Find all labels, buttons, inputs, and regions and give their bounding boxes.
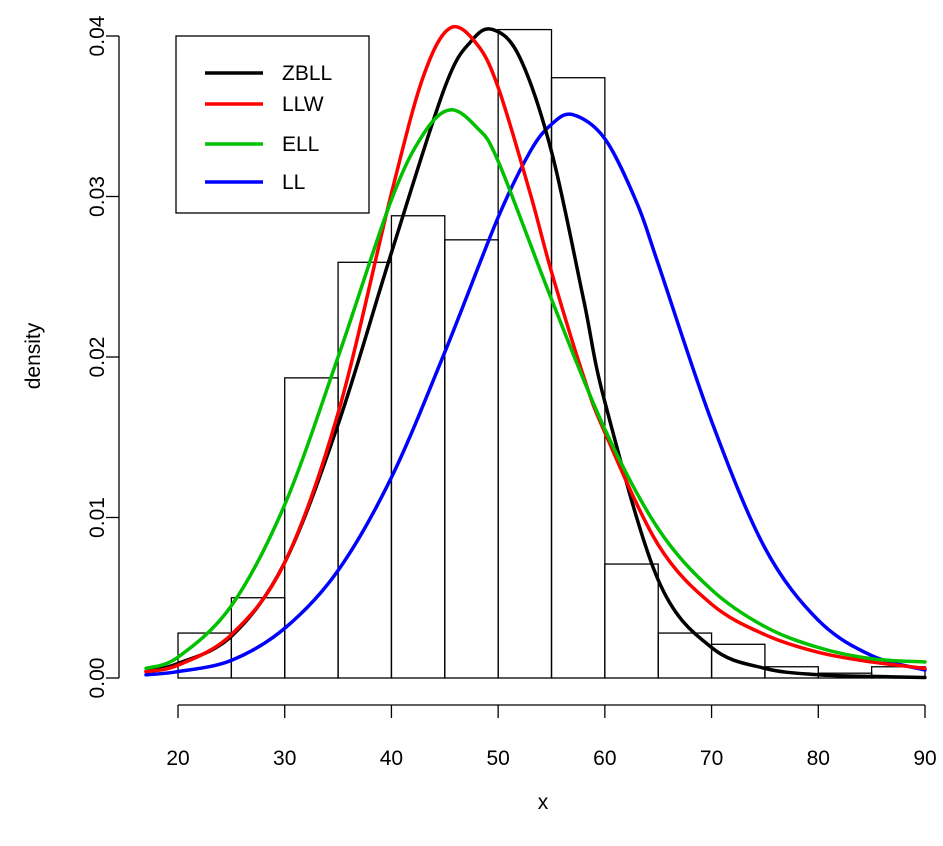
x-tick-label: 80	[807, 747, 830, 770]
legend-box	[175, 35, 370, 214]
x-tick-label: 50	[486, 747, 509, 770]
legend-label-ell: ELL	[282, 133, 319, 156]
histogram-bar	[230, 597, 286, 679]
series-line-ell	[144, 108, 927, 671]
histogram-bar	[444, 239, 499, 679]
y-tick-label: 0.03	[86, 176, 109, 217]
x-tick-label: 20	[166, 747, 189, 770]
y-axis: 0.00 0.01 0.02 0.03 0.04	[86, 15, 120, 699]
x-tick-label: 90	[913, 747, 936, 770]
x-axis-title: x	[538, 791, 549, 814]
histogram-bar	[550, 77, 606, 679]
histogram-bar	[710, 643, 766, 679]
x-axis: 20 30 40 50 60 70 80 90	[166, 704, 937, 770]
y-tick-label: 0.00	[86, 658, 109, 699]
y-axis-title: density	[22, 322, 45, 389]
x-tick-label: 70	[700, 747, 723, 770]
histogram-bar	[337, 261, 393, 679]
x-tick-label: 60	[593, 747, 616, 770]
series-line-ll	[144, 112, 927, 677]
y-tick-label: 0.02	[86, 337, 109, 378]
y-tick-label: 0.01	[86, 497, 109, 538]
histogram-bar	[604, 563, 659, 679]
density-curves	[144, 24, 927, 680]
legend: ZBLL LLW ELL LL	[175, 35, 370, 214]
legend-label-ll: LL	[282, 171, 305, 194]
histogram-bar	[390, 215, 446, 679]
legend-label-zbll: ZBLL	[282, 62, 332, 85]
histogram	[177, 28, 926, 679]
y-tick-label: 0.04	[86, 15, 109, 56]
legend-label-llw: LLW	[282, 93, 324, 116]
x-tick-label: 40	[380, 747, 403, 770]
histogram-bar	[764, 666, 819, 679]
histogram-bar	[284, 377, 339, 679]
x-tick-label: 30	[273, 747, 296, 770]
series-line-llw	[144, 24, 927, 674]
